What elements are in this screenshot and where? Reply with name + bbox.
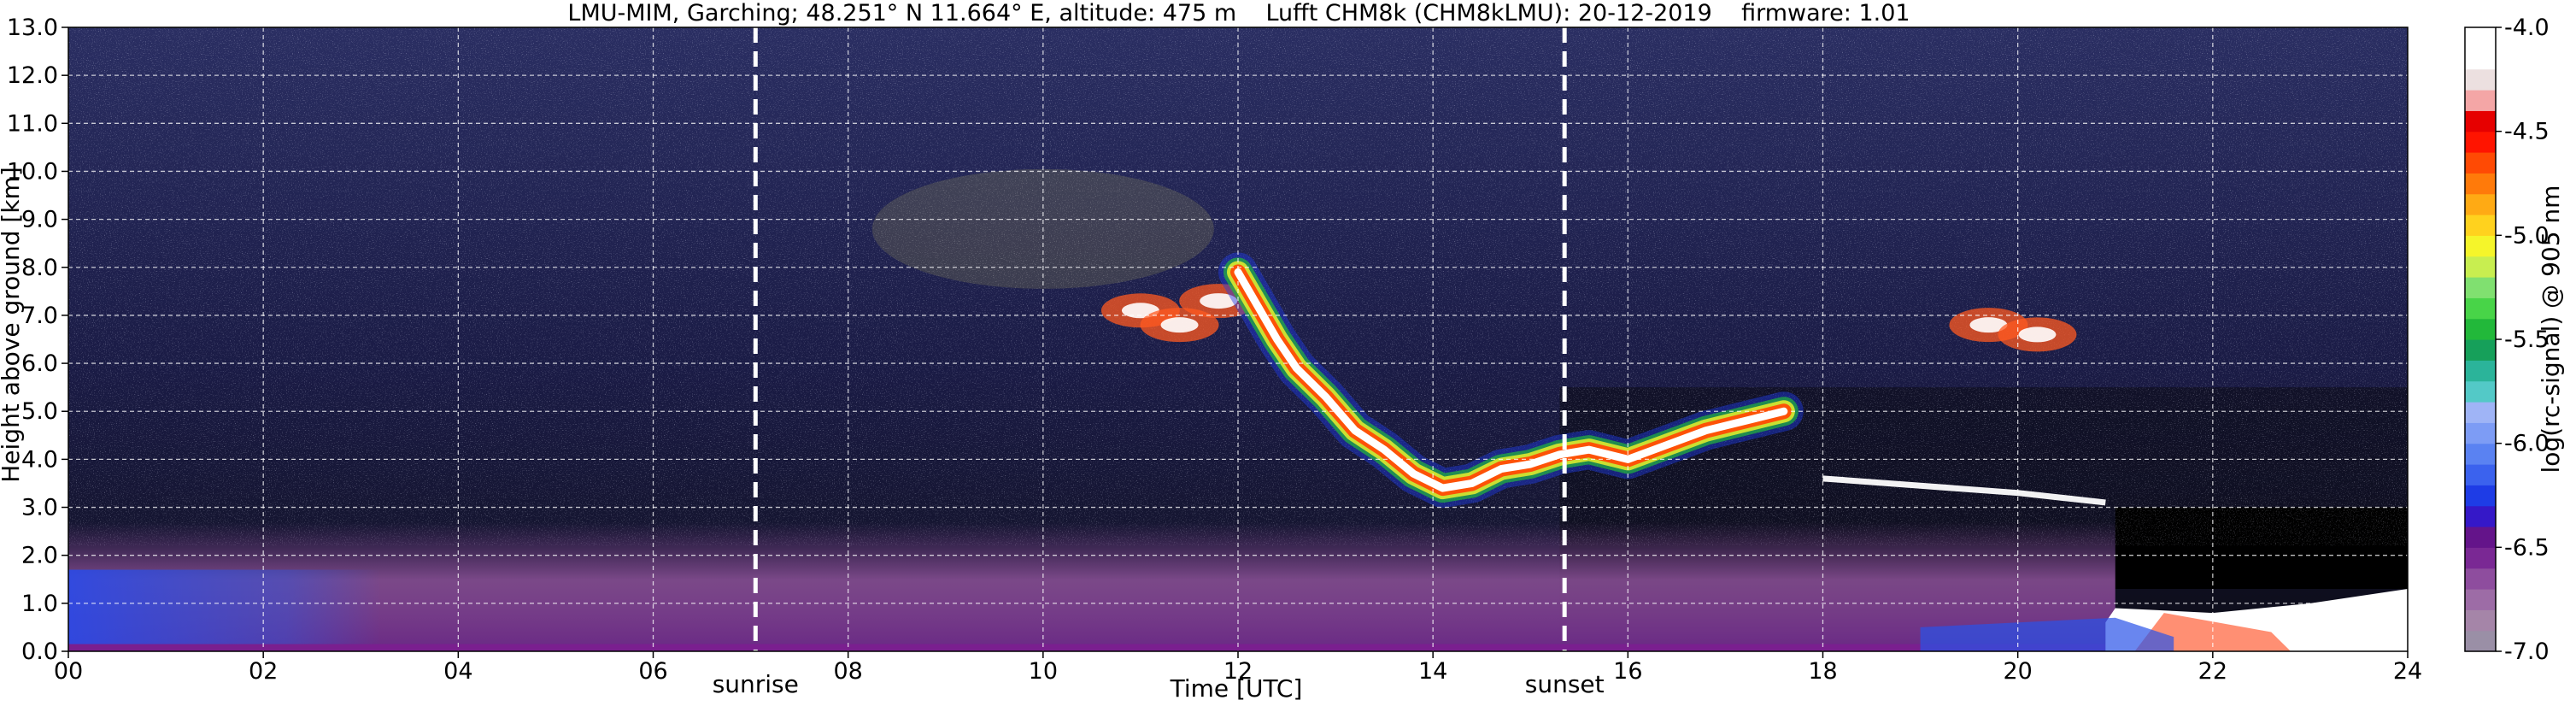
colorbar-swatch (2465, 589, 2496, 610)
cirrus-core (2018, 327, 2057, 343)
x-tick-label: 12 (1223, 658, 1253, 685)
colorbar-swatch (2465, 27, 2496, 49)
x-tick-label: 00 (54, 658, 83, 685)
y-tick-label: 9.0 (21, 207, 58, 233)
grid (68, 27, 2408, 651)
x-tick-label: 18 (1808, 658, 1837, 685)
colorbar-tick-label: -7.0 (2504, 638, 2550, 665)
y-tick-label: 13.0 (7, 15, 58, 41)
colorbar: -7.0 -6.5 -6.0 -5.5 -5.0 -4.5 -4.0 (2464, 15, 2550, 665)
y-axis-label: Height above ground [km] (0, 167, 25, 483)
colorbar-tick-label: -5.5 (2504, 327, 2550, 353)
colorbar-swatch (2465, 630, 2496, 652)
y-tick-label: 4.0 (21, 446, 58, 473)
cirrus-core (1200, 293, 1238, 309)
morning-aerosol-layer (68, 569, 381, 647)
y-tick-label: 2.0 (21, 543, 58, 569)
colorbar-swatch (2465, 568, 2496, 590)
y-tick-label: 1.0 (21, 591, 58, 617)
colorbar-swatch (2465, 90, 2496, 111)
y-tick-label: 3.0 (21, 495, 58, 521)
cirrus-core (1160, 317, 1199, 333)
x-tick-label: 20 (2003, 658, 2032, 685)
cirrus-core (1969, 317, 2008, 333)
colorbar-swatch (2465, 131, 2496, 153)
axes: 00 02 04 06 08 10 12 14 16 18 20 22 24 0.0 1.0 2.0 3.0 4.… (7, 15, 2422, 685)
sunset-label: sunset (1525, 670, 1605, 698)
x-tick-label: 02 (249, 658, 278, 685)
x-tick-label: 06 (638, 658, 667, 685)
colorbar-label: log(rc-signal) @ 905 nm (2537, 185, 2565, 474)
colorbar-swatch (2465, 360, 2496, 382)
y-tick-label: 7.0 (21, 303, 58, 329)
colorbar-swatch (2465, 485, 2496, 507)
colorbar-swatch (2465, 318, 2496, 340)
colorbar-swatch (2465, 277, 2496, 298)
chart-title: LMU-MIM, Garching; 48.251° N 11.664° E, … (567, 0, 1910, 26)
colorbar-swatch (2465, 235, 2496, 257)
colorbar-swatch (2465, 297, 2496, 320)
y-tick-label: 5.0 (21, 398, 58, 425)
surface-layer (68, 644, 2408, 651)
colorbar-tick-label: -4.5 (2504, 119, 2550, 145)
y-tick-label: 8.0 (21, 255, 58, 281)
colorbar-swatch (2465, 609, 2496, 632)
x-tick-label: 16 (1613, 658, 1642, 685)
x-tick-label: 08 (833, 658, 862, 685)
y-tick-label: 11.0 (7, 110, 58, 137)
thin-cloud-layer (1822, 475, 2106, 506)
y-tick-label: 0.0 (21, 638, 58, 665)
colorbar-tick-label: -4.0 (2504, 15, 2550, 41)
colorbar-swatch (2465, 422, 2496, 444)
x-tick-label: 22 (2198, 658, 2227, 685)
y-tick-label: 10.0 (7, 158, 58, 185)
colorbar-tick-label: -6.5 (2504, 534, 2550, 561)
x-axis-label: Time [UTC] (1170, 674, 1303, 703)
colorbar-swatch (2465, 256, 2496, 278)
colorbar-swatch (2465, 48, 2496, 70)
colorbar-swatch (2465, 527, 2496, 548)
colorbar-tick-label: -5.0 (2504, 222, 2550, 249)
colorbar-swatch (2465, 193, 2496, 215)
colorbar-swatch (2465, 152, 2496, 174)
colorbar-swatch (2465, 443, 2496, 465)
colorbar-swatch (2465, 380, 2496, 403)
colorbar-swatch (2465, 402, 2496, 423)
colorbar-swatch (2465, 464, 2496, 485)
x-tick-label: 24 (2393, 658, 2422, 685)
sunrise-label: sunrise (713, 670, 799, 698)
colorbar-swatch (2465, 339, 2496, 361)
y-tick-label: 12.0 (7, 62, 58, 89)
boundary-layer (68, 521, 2115, 651)
cloud-layer-band (1234, 268, 1788, 492)
annotations: sunrise sunset (713, 27, 1605, 698)
colorbar-swatch (2465, 68, 2496, 91)
x-tick-label: 04 (443, 658, 472, 685)
colorbar-swatch (2465, 547, 2496, 569)
colorbar-swatch (2465, 110, 2496, 132)
near-surface-aerosol (1920, 617, 2174, 651)
colorbar-tick-label: -6.0 (2504, 431, 2550, 457)
colorbar-swatch (2465, 215, 2496, 236)
colorbar-swatch (2465, 173, 2496, 195)
x-tick-label: 14 (1418, 658, 1447, 685)
y-tick-label: 6.0 (21, 350, 58, 377)
colorbar-swatch (2465, 505, 2496, 527)
x-tick-label: 10 (1029, 658, 1058, 685)
